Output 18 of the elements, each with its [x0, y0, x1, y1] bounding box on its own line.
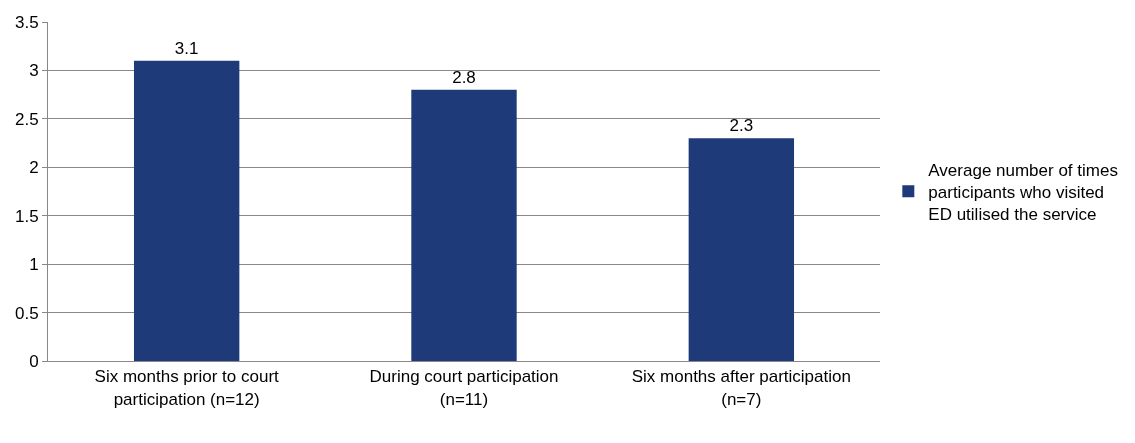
y-tick-label: 0.5 — [14, 303, 39, 323]
legend-label: Average number of times participants who visited ED utilised the service — [928, 160, 1118, 224]
x-tick-label: During court participation (n=11) — [369, 367, 559, 409]
data-label: 2.3 — [729, 116, 754, 136]
bar — [688, 138, 795, 361]
y-tick-label: 0 — [29, 351, 39, 371]
x-tick-label: Six months after participation (n=7) — [631, 367, 851, 409]
x-tick-label: Six months prior to court participation (n=12) — [94, 367, 280, 409]
y-tick-label: 1 — [29, 255, 39, 275]
y-tick-label: 3 — [29, 61, 39, 81]
y-tick-label: 1.5 — [14, 206, 39, 226]
y-tick-label: 2.5 — [14, 109, 39, 129]
y-tick-label: 3.5 — [14, 12, 39, 32]
data-label: 2.8 — [452, 67, 476, 87]
bar — [411, 89, 517, 361]
data-label: 3.1 — [174, 38, 199, 58]
bar — [133, 60, 240, 361]
y-tick-label: 2 — [29, 158, 39, 178]
